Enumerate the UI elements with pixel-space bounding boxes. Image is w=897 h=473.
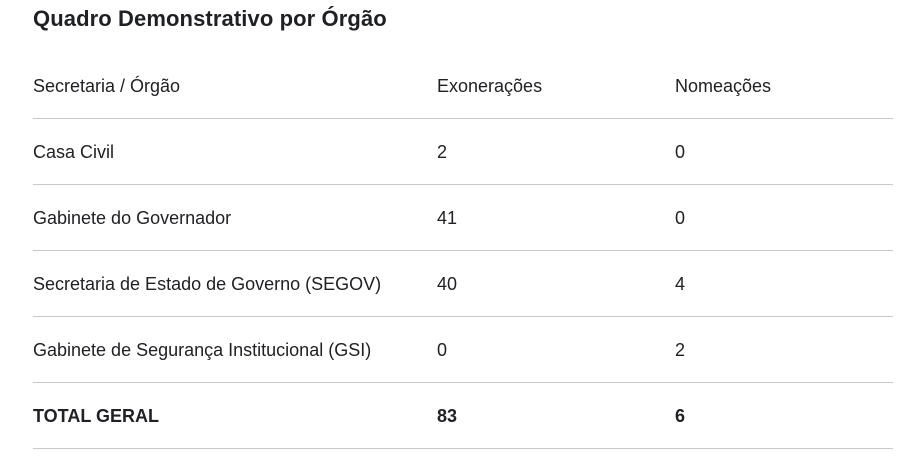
cell-orgao: Gabinete de Segurança Institucional (GSI… — [33, 339, 372, 360]
table-row-gsi: Gabinete de Segurança Institucional (GSI… — [33, 317, 893, 383]
table-header-row: Secretaria / Órgão Exonerações Nomeações — [33, 53, 893, 119]
cell-exoneracoes: 2 — [437, 141, 448, 162]
table-row-casa-civil: Casa Civil 2 0 — [33, 119, 893, 185]
column-header-nomeacoes: Nomeações — [675, 75, 772, 96]
cell-orgao: Casa Civil — [33, 141, 115, 162]
cell-nomeacoes: 0 — [675, 141, 686, 162]
page-title: Quadro Demonstrativo por Órgão — [33, 6, 387, 31]
report-container: Quadro Demonstrativo por Órgão Secretari… — [33, 6, 893, 449]
cell-exoneracoes: 0 — [437, 339, 448, 360]
cell-nomeacoes: 2 — [675, 339, 686, 360]
cell-exoneracoes: 40 — [437, 273, 458, 294]
cell-total-label: TOTAL GERAL — [33, 405, 159, 426]
cell-total-nomeacoes: 6 — [675, 405, 686, 426]
orgao-table: Secretaria / Órgão Exonerações Nomeações… — [33, 53, 893, 449]
cell-exoneracoes: 41 — [437, 207, 458, 228]
cell-orgao: Gabinete do Governador — [33, 207, 232, 228]
column-header-secretaria-orgao: Secretaria / Órgão — [33, 75, 181, 96]
column-header-exoneracoes: Exonerações — [437, 75, 543, 96]
cell-orgao: Secretaria de Estado de Governo (SEGOV) — [33, 273, 382, 294]
table-row-gabinete-governador: Gabinete do Governador 41 0 — [33, 185, 893, 251]
cell-total-exoneracoes: 83 — [437, 405, 458, 426]
cell-nomeacoes: 0 — [675, 207, 686, 228]
table-row-total-geral: TOTAL GERAL 83 6 — [33, 383, 893, 449]
table-row-segov: Secretaria de Estado de Governo (SEGOV) … — [33, 251, 893, 317]
cell-nomeacoes: 4 — [675, 273, 686, 294]
